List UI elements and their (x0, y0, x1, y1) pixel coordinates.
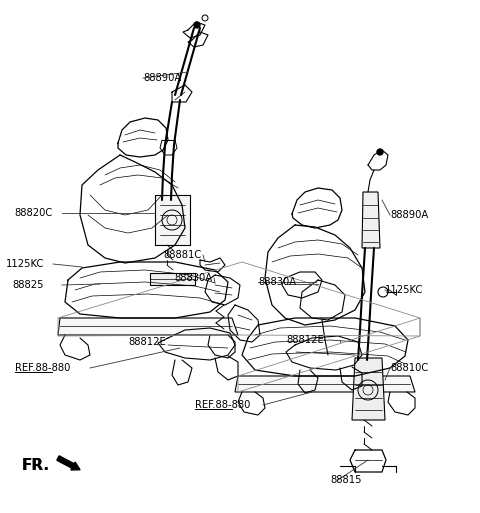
Text: FR.: FR. (22, 458, 50, 472)
Polygon shape (235, 376, 415, 392)
Polygon shape (58, 318, 238, 335)
Text: FR.: FR. (22, 458, 50, 472)
FancyArrow shape (57, 456, 80, 470)
Text: REF.88-880: REF.88-880 (195, 400, 251, 410)
Text: 88830A: 88830A (174, 273, 212, 283)
Text: 88890A: 88890A (143, 73, 181, 83)
Text: 88890A: 88890A (390, 210, 428, 220)
Text: 88820C: 88820C (14, 208, 52, 218)
Polygon shape (352, 358, 385, 420)
Text: 88815: 88815 (330, 475, 361, 485)
Polygon shape (150, 273, 195, 285)
Text: 88825: 88825 (12, 280, 44, 290)
Text: 88812E: 88812E (286, 335, 324, 345)
Polygon shape (362, 192, 380, 248)
Text: 88810C: 88810C (390, 363, 428, 373)
Polygon shape (155, 195, 190, 245)
Circle shape (194, 22, 200, 28)
Text: 88830A: 88830A (258, 277, 296, 287)
Circle shape (377, 149, 383, 155)
Text: 1125KC: 1125KC (6, 259, 44, 269)
Text: REF.88-880: REF.88-880 (15, 363, 71, 373)
Text: 1125KC: 1125KC (385, 285, 423, 295)
Text: 88812E: 88812E (128, 337, 166, 347)
Text: 88881C: 88881C (163, 250, 201, 260)
